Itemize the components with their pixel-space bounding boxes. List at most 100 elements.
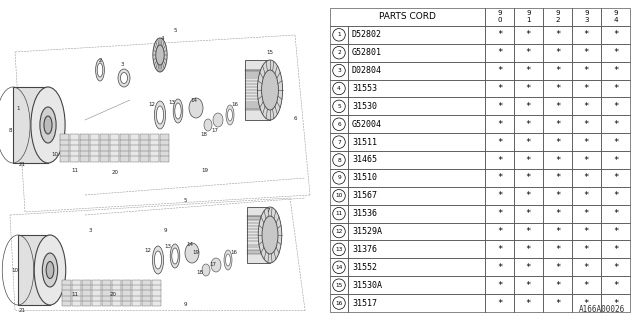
Bar [601, 97, 630, 115]
Bar [330, 205, 348, 223]
Text: *: * [497, 263, 502, 272]
Bar [514, 62, 543, 80]
Text: 17: 17 [209, 262, 216, 268]
Bar [132, 280, 141, 306]
Text: 8: 8 [337, 157, 341, 163]
Bar [112, 280, 120, 306]
Bar [572, 8, 601, 26]
Bar [572, 115, 601, 133]
Bar [543, 276, 572, 294]
Bar [485, 223, 514, 240]
Text: 14: 14 [335, 265, 342, 270]
Text: *: * [612, 209, 618, 218]
Ellipse shape [226, 105, 234, 125]
Bar [572, 151, 601, 169]
Text: *: * [584, 102, 589, 111]
Bar [543, 62, 572, 80]
Text: *: * [612, 191, 618, 200]
Bar [485, 294, 514, 312]
Bar [601, 26, 630, 44]
Text: 31376: 31376 [352, 245, 377, 254]
Bar [330, 80, 348, 97]
Bar [485, 133, 514, 151]
Text: *: * [612, 138, 618, 147]
Text: *: * [497, 227, 502, 236]
Text: 12: 12 [148, 102, 156, 108]
Ellipse shape [228, 109, 232, 121]
Bar [485, 8, 514, 26]
Ellipse shape [259, 207, 282, 263]
Text: *: * [612, 281, 618, 290]
Bar [514, 97, 543, 115]
Bar [100, 134, 109, 162]
Text: 12: 12 [335, 229, 342, 234]
Text: *: * [555, 245, 560, 254]
Bar [62, 280, 70, 306]
Text: *: * [612, 299, 618, 308]
Bar [245, 60, 270, 120]
Text: 14: 14 [191, 98, 198, 102]
Bar [247, 207, 270, 263]
Text: 18: 18 [196, 269, 204, 275]
Bar [82, 280, 90, 306]
Text: *: * [584, 173, 589, 182]
Bar [348, 169, 485, 187]
Ellipse shape [152, 246, 164, 274]
Bar [572, 97, 601, 115]
Bar [485, 187, 514, 205]
Ellipse shape [204, 119, 212, 131]
Bar [601, 187, 630, 205]
Text: *: * [525, 263, 531, 272]
Text: *: * [612, 102, 618, 111]
Text: 9: 9 [337, 175, 341, 180]
Bar [601, 223, 630, 240]
Bar [572, 26, 601, 44]
Text: 19: 19 [193, 250, 200, 254]
Text: *: * [497, 209, 502, 218]
Bar [348, 26, 485, 44]
Text: 9: 9 [163, 228, 167, 233]
Text: 9
4: 9 4 [613, 11, 618, 23]
Text: 10: 10 [12, 268, 19, 273]
Ellipse shape [42, 253, 58, 287]
Bar [348, 258, 485, 276]
Text: 16: 16 [230, 250, 237, 254]
Ellipse shape [156, 45, 164, 65]
Text: *: * [555, 66, 560, 75]
Text: *: * [584, 120, 589, 129]
Text: 4: 4 [160, 36, 164, 41]
Text: 31552: 31552 [352, 263, 377, 272]
Bar [514, 26, 543, 44]
Ellipse shape [257, 60, 283, 120]
Bar [543, 258, 572, 276]
Ellipse shape [172, 248, 178, 264]
Text: *: * [525, 281, 531, 290]
Bar [348, 205, 485, 223]
Ellipse shape [262, 216, 278, 254]
Text: *: * [584, 156, 589, 164]
Text: 21: 21 [19, 163, 26, 167]
Bar [330, 187, 348, 205]
Bar [330, 223, 348, 240]
Text: *: * [612, 245, 618, 254]
Bar [18, 235, 50, 305]
Text: D52802: D52802 [352, 30, 382, 39]
Bar [348, 187, 485, 205]
Text: 6: 6 [337, 122, 341, 127]
Bar [543, 44, 572, 62]
Text: D02804: D02804 [352, 66, 382, 75]
Bar [485, 276, 514, 294]
Bar [485, 97, 514, 115]
Text: 4: 4 [337, 86, 341, 91]
Ellipse shape [31, 87, 65, 163]
Bar [330, 276, 348, 294]
Bar [572, 223, 601, 240]
Bar [348, 276, 485, 294]
Text: 13: 13 [168, 100, 175, 105]
Ellipse shape [95, 59, 104, 81]
Ellipse shape [46, 261, 54, 278]
Ellipse shape [156, 106, 164, 124]
Text: *: * [584, 138, 589, 147]
Text: 31510: 31510 [352, 173, 377, 182]
Ellipse shape [35, 235, 66, 305]
